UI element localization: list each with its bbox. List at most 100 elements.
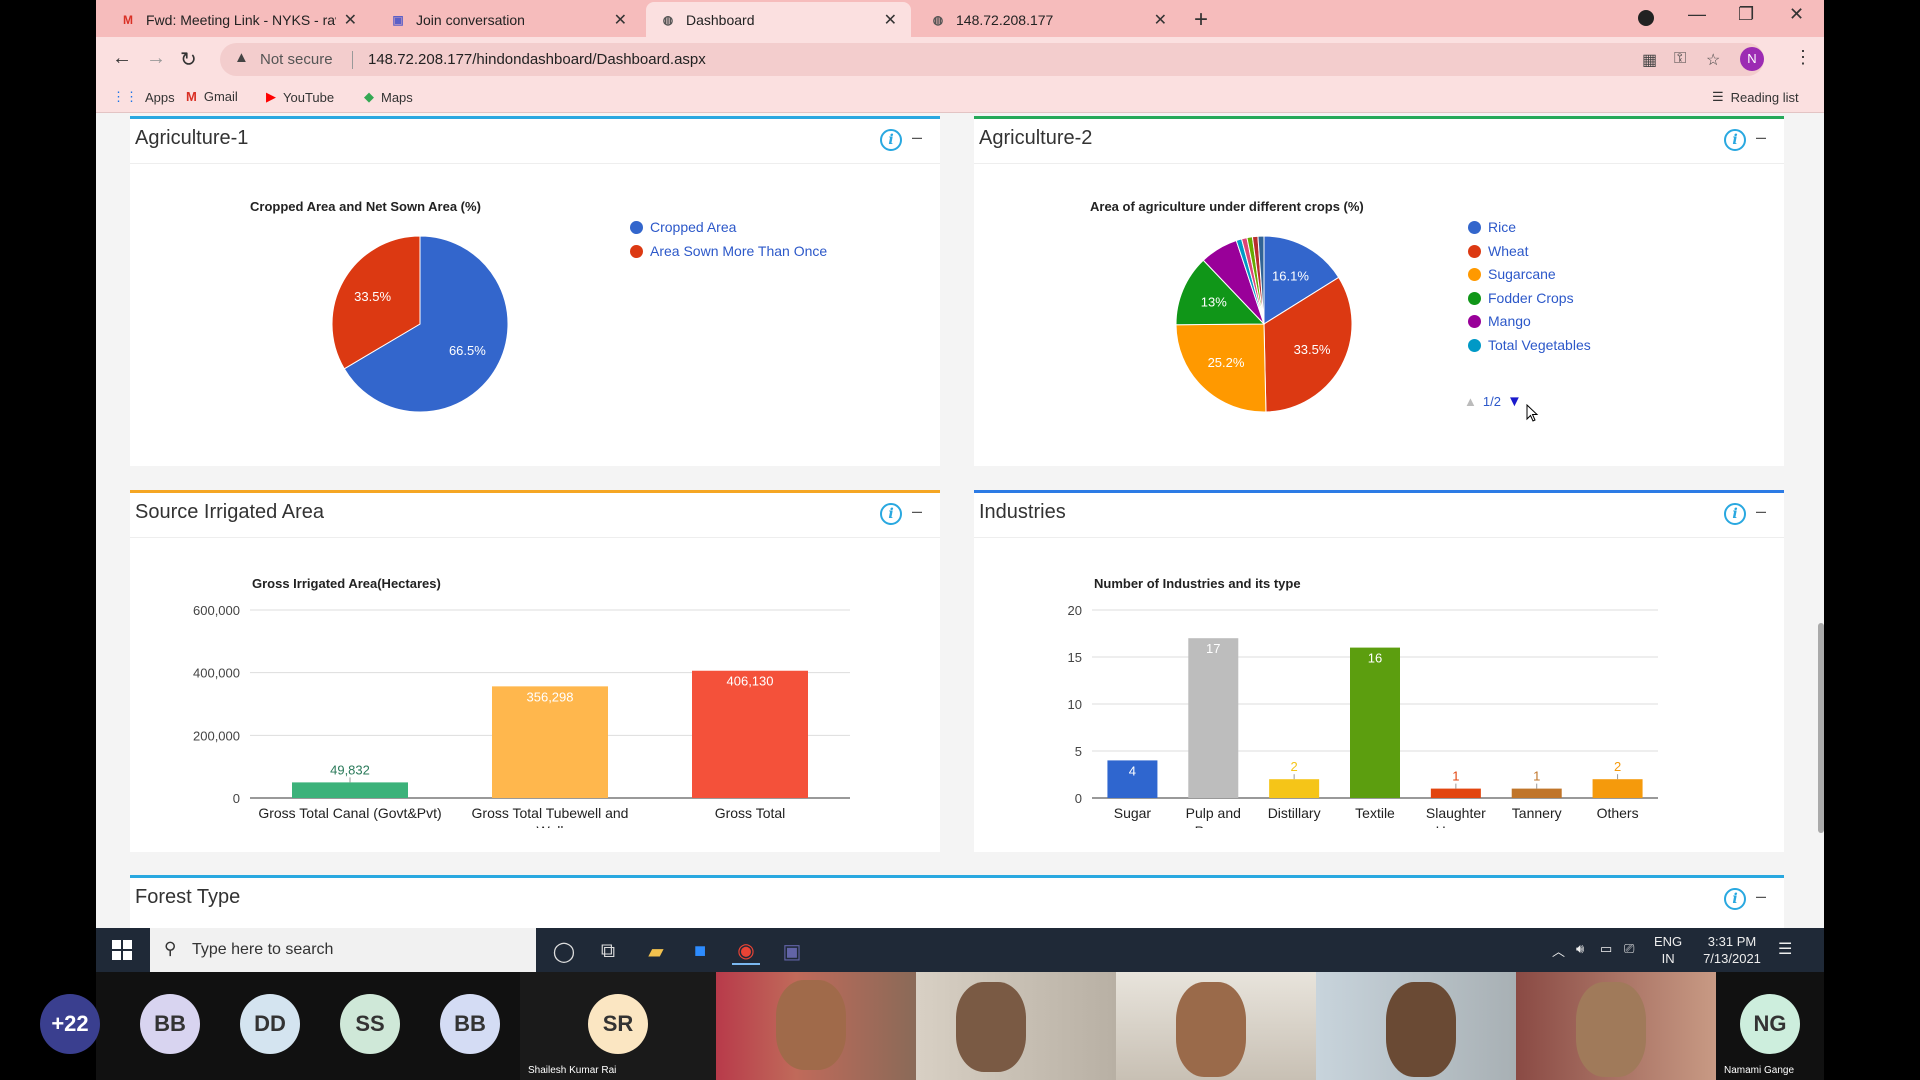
chart-title: Area of agriculture under different crop… <box>1090 199 1364 214</box>
pager-label: 1/2 <box>1482 394 1501 409</box>
back-icon[interactable]: ← <box>112 47 132 69</box>
close-icon[interactable]: ✕ <box>613 11 627 29</box>
close-icon[interactable]: ✕ <box>883 11 897 29</box>
file-explorer-icon[interactable]: ▰ <box>648 940 664 963</box>
page-scrollbar[interactable] <box>1818 623 1824 833</box>
taskbar-search[interactable]: ⚲ Type here to search <box>150 928 536 972</box>
legend-item[interactable]: Area Sown More Than Once <box>630 243 830 259</box>
minimize-panel-icon[interactable]: – <box>912 501 923 521</box>
bar <box>1269 779 1320 798</box>
tab-search-icon[interactable] <box>1638 10 1654 26</box>
pie-slice-label: 25.2% <box>1208 355 1245 370</box>
legend-item[interactable]: Wheat <box>1468 243 1668 259</box>
x-tick-label: Distillary <box>1268 805 1321 821</box>
participant-face <box>776 980 846 1070</box>
x-tick-label: Well <box>537 823 564 828</box>
url-text[interactable]: 148.72.208.177/hindondashboard/Dashboard… <box>368 51 706 68</box>
legend-swatch <box>1468 338 1481 352</box>
bookmark-youtube[interactable]: ▶ YouTube <box>266 89 334 105</box>
panel-divider <box>130 537 940 538</box>
profile-avatar[interactable]: N <box>1740 47 1764 71</box>
legend-item[interactable]: Cropped Area <box>630 219 830 235</box>
panel-forest-type: Forest Type i – <box>130 875 1784 928</box>
info-icon[interactable]: i <box>880 503 902 525</box>
participant-video[interactable] <box>1316 972 1516 1080</box>
tab-gmail[interactable]: M Fwd: Meeting Link - NYKS - ravin ✕ <box>106 2 371 37</box>
zoom-icon[interactable]: ■ <box>693 939 707 962</box>
info-icon[interactable]: i <box>1724 129 1746 151</box>
reading-list[interactable]: ☰ Reading list <box>1712 89 1799 105</box>
notifications-icon[interactable]: ☰ <box>1778 941 1793 958</box>
data-label: 4 <box>1129 763 1136 778</box>
task-view-icon[interactable]: ⧉ <box>600 939 616 962</box>
y-tick-label: 10 <box>1068 697 1082 712</box>
teams-icon[interactable]: ▣ <box>782 940 802 963</box>
participant-video[interactable] <box>716 972 916 1080</box>
omnibox[interactable]: ▲ Not secure 148.72.208.177/hindondashbo… <box>220 43 1764 76</box>
security-label[interactable]: Not secure <box>260 51 333 68</box>
restore-icon[interactable]: ❐ <box>1738 4 1755 24</box>
minimize-panel-icon[interactable]: – <box>1756 127 1767 147</box>
star-icon[interactable]: ☆ <box>1706 52 1721 69</box>
minimize-panel-icon[interactable]: – <box>1756 886 1767 906</box>
battery-icon[interactable]: ▭ <box>1600 941 1613 956</box>
bookmark-gmail[interactable]: M Gmail <box>186 89 238 104</box>
speaker-tile[interactable]: SR Shailesh Kumar Rai <box>520 972 716 1080</box>
info-icon[interactable]: i <box>880 129 902 151</box>
qr-code-icon[interactable]: ▦ <box>1642 52 1658 69</box>
info-icon[interactable]: i <box>1724 888 1746 910</box>
tray-chevron-icon[interactable]: ︿ <box>1552 944 1566 959</box>
minimize-icon[interactable]: — <box>1688 4 1706 24</box>
legend-swatch <box>1468 291 1481 305</box>
panel-title: Agriculture-2 <box>979 127 1093 149</box>
window-close-icon[interactable]: ✕ <box>1789 4 1805 24</box>
x-tick-label: House <box>1436 823 1477 828</box>
x-tick-label: Slaughter <box>1426 805 1486 821</box>
legend-item[interactable]: Total Vegetables <box>1468 337 1668 353</box>
close-icon[interactable]: ✕ <box>343 11 357 29</box>
info-icon[interactable]: i <box>1724 503 1746 525</box>
participant-video[interactable] <box>1116 972 1316 1080</box>
data-label: 356,298 <box>527 689 574 704</box>
key-icon[interactable]: ⚿ <box>1674 50 1687 67</box>
volume-icon[interactable]: 🔊︎ <box>1576 941 1585 956</box>
pager-down-icon[interactable]: ▼ <box>1506 393 1522 410</box>
clock[interactable]: 3:31 PM 7/13/2021 <box>1696 933 1768 967</box>
tab-teams[interactable]: ▣ Join conversation ✕ <box>376 2 641 37</box>
pager-up-icon[interactable]: ▲ <box>1464 394 1477 409</box>
more-menu-icon[interactable]: ⋮ <box>1794 47 1812 67</box>
bookmark-apps[interactable]: ⋮⋮ Apps <box>112 89 175 105</box>
x-tick-label: Paper <box>1195 823 1233 828</box>
network-icon[interactable]: ⎚ <box>1624 941 1635 956</box>
tab-ip[interactable]: ◍ 148.72.208.177 ✕ <box>916 2 1181 37</box>
chrome-icon[interactable]: ◉ <box>732 937 760 965</box>
reload-icon[interactable]: ↻ <box>180 49 197 71</box>
new-tab-icon[interactable]: + <box>1194 6 1209 33</box>
windows-taskbar: ⚲ Type here to search ◯ ⧉ ▰ ■ ◉ ▣ ︿ 🔊︎ ▭… <box>96 928 1824 972</box>
legend-item[interactable]: Rice <box>1468 219 1668 235</box>
legend-item[interactable]: Fodder Crops <box>1468 290 1668 306</box>
forward-icon[interactable]: → <box>146 47 166 69</box>
participant-avatar[interactable]: DD <box>240 994 300 1054</box>
participant-avatar[interactable]: SS <box>340 994 400 1054</box>
participant-video[interactable] <box>1516 972 1716 1080</box>
legend-item[interactable]: Mango <box>1468 313 1668 329</box>
participant-tile[interactable]: NG Namami Gange <box>1716 972 1824 1080</box>
close-icon[interactable]: ✕ <box>1153 11 1167 29</box>
bookmark-maps[interactable]: ◆ Maps <box>364 89 413 105</box>
participant-video[interactable] <box>916 972 1116 1080</box>
language-indicator[interactable]: ENG IN <box>1654 933 1682 967</box>
tab-dashboard[interactable]: ◍ Dashboard ✕ <box>646 2 911 37</box>
windows-start-icon[interactable] <box>112 940 132 960</box>
participant-avatar[interactable]: +22 <box>40 994 100 1054</box>
bar <box>492 686 608 798</box>
reading-list-label: Reading list <box>1730 89 1799 105</box>
minimize-panel-icon[interactable]: – <box>912 127 923 147</box>
legend-swatch <box>1468 315 1481 328</box>
participant-avatar[interactable]: BB <box>140 994 200 1054</box>
minimize-panel-icon[interactable]: – <box>1756 501 1767 521</box>
legend-item[interactable]: Sugarcane <box>1468 266 1668 282</box>
participant-avatar[interactable]: BB <box>440 994 500 1054</box>
cortana-icon[interactable]: ◯ <box>552 940 576 963</box>
